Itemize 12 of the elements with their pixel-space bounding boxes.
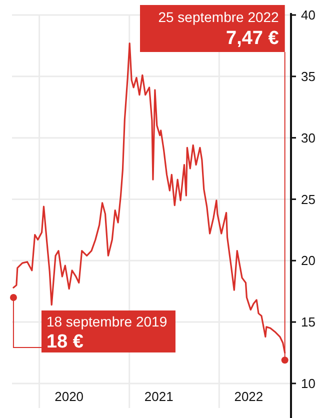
- annotation: 25 septembre 2022 7,47 €: [158, 9, 280, 49]
- y-tick-label: 10: [301, 376, 316, 391]
- x-tick-label: 2022: [234, 389, 264, 404]
- y-tick-label: 20: [301, 253, 316, 268]
- annotation: 18 septembre 2019 18 €: [46, 313, 168, 352]
- x-tick-label: 2021: [144, 389, 174, 404]
- y-tick-label: 15: [301, 314, 316, 330]
- x-tick-label: 2020: [54, 389, 84, 404]
- y-tick-label: 40: [301, 8, 316, 23]
- y-tick-label: 30: [301, 130, 316, 146]
- y-tick-label: 35: [301, 68, 316, 84]
- y-tick-label: 25: [301, 192, 316, 207]
